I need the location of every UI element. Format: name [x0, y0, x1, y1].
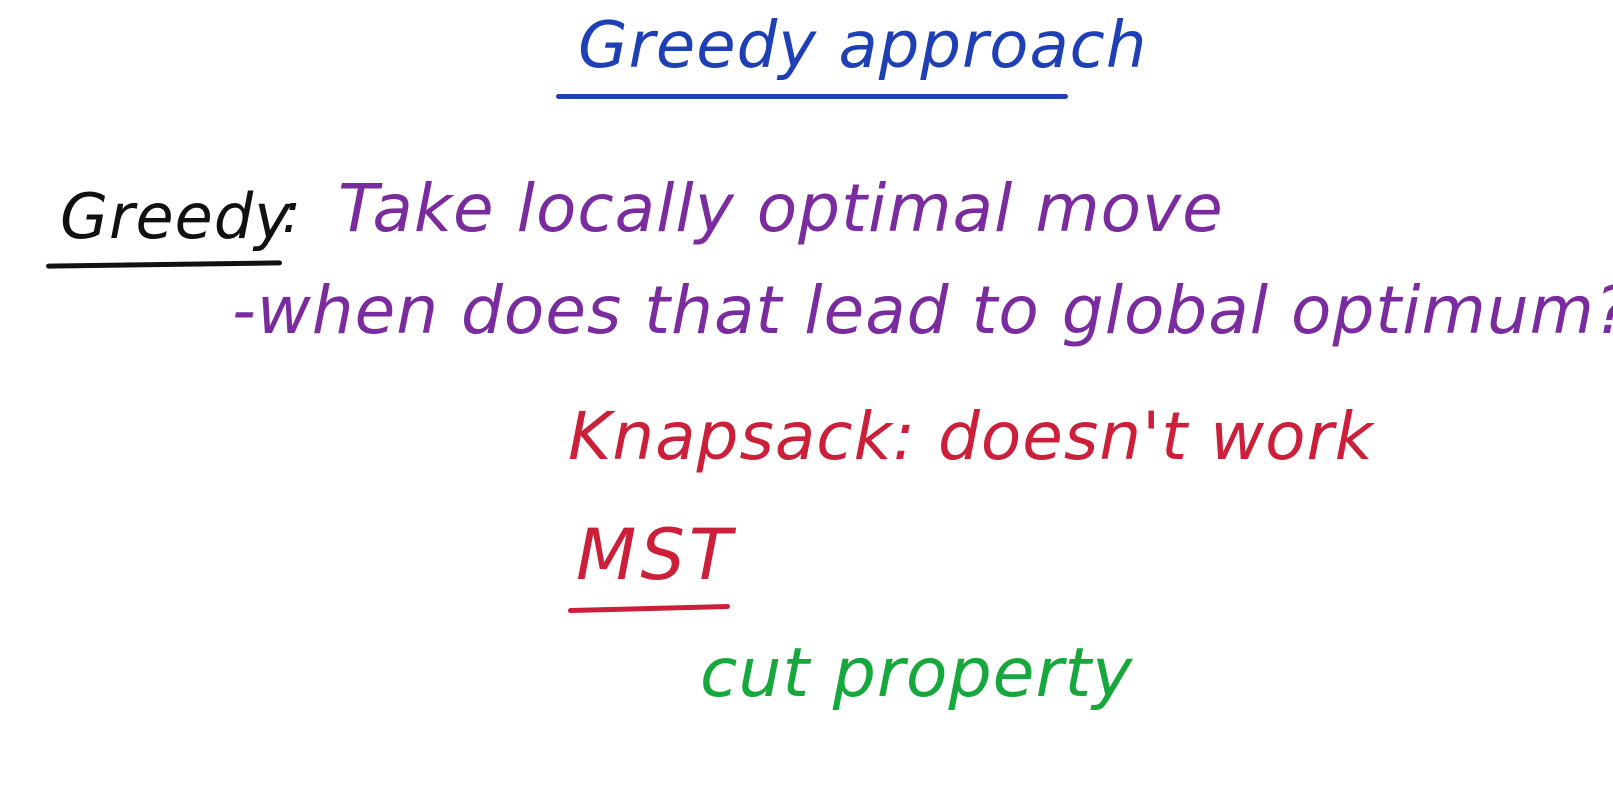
- greedy-colon: :: [282, 181, 302, 246]
- cut-property-note: cut property: [700, 634, 1134, 713]
- greedy-question: -when does that lead to global optimum?: [232, 272, 1613, 349]
- title-underline: [556, 94, 1068, 99]
- greedy-label: Greedy: [60, 180, 292, 253]
- greedy-definition: Take locally optimal move: [338, 170, 1224, 247]
- title: Greedy approach: [578, 9, 1148, 83]
- greedy-underline: [45, 260, 283, 269]
- mst-underline: [567, 603, 731, 614]
- knapsack-note: Knapsack: doesn't work: [568, 398, 1374, 475]
- mst-heading: MST: [576, 514, 736, 596]
